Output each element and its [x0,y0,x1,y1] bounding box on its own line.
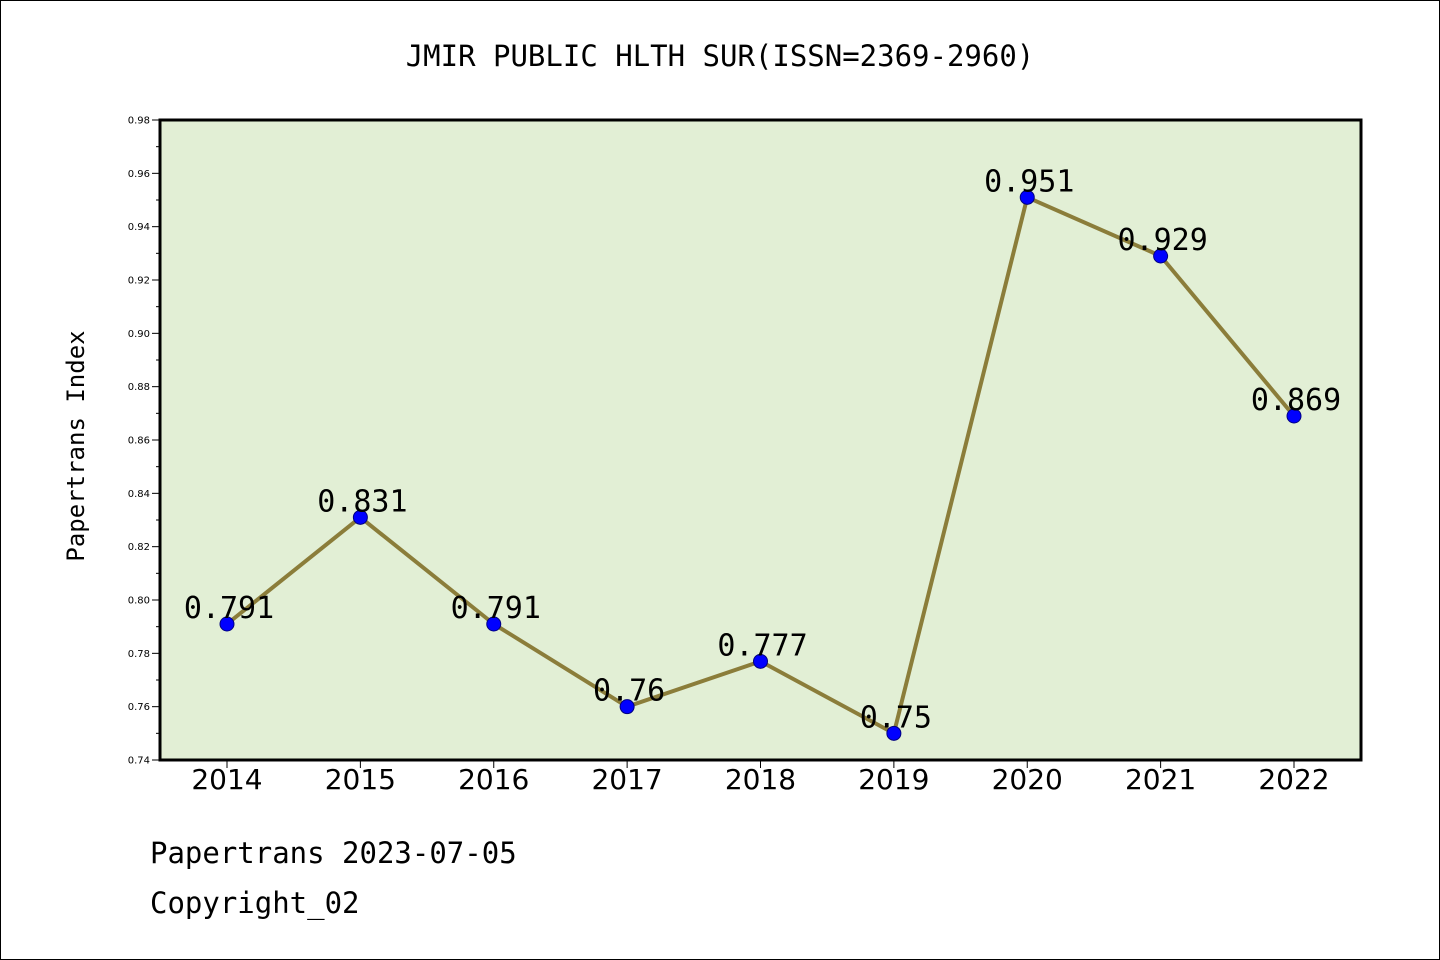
y-tick-label: 0.98 [128,116,150,127]
y-tick-label: 0.90 [128,329,150,340]
x-tick-label: 2021 [1125,763,1196,796]
footer-date: Papertrans 2023-07-05 [150,836,517,870]
x-tick-label: 2016 [458,763,529,796]
data-label: 0.791 [184,591,274,626]
data-markers [219,189,1302,741]
y-axis-ticks: 0.74 0.76 0.78 0.80 0.82 0.84 0.86 0.88 0.90 0.92… [128,116,160,767]
data-point [1153,248,1169,264]
y-tick-label: 0.82 [128,542,150,553]
data-label: 0.76 [593,674,665,709]
y-tick-label: 0.96 [128,169,150,180]
y-tick-label: 0.84 [128,489,150,500]
data-point [1019,189,1035,205]
x-tick-label: 2017 [591,763,662,796]
x-axis-ticks: 2014 2015 2016 2017 2018 2019 2020 2021 2022 [191,760,1330,796]
footer-copyright: Copyright_02 [150,886,360,920]
data-point [619,699,635,715]
x-tick-label: 2020 [992,763,1063,796]
x-tick-label: 2015 [325,763,396,796]
data-label: 0.791 [451,591,541,626]
data-label: 0.831 [317,484,407,519]
data-point [753,653,768,669]
y-tick-label: 0.80 [128,596,150,607]
data-label: 0.951 [984,164,1074,199]
x-tick-label: 2014 [191,763,262,796]
data-label: 0.869 [1251,383,1341,418]
y-tick-label: 0.94 [128,222,150,233]
data-point [886,725,902,741]
data-point [352,509,368,525]
y-tick-label: 0.86 [128,436,150,447]
data-point [1286,408,1302,424]
y-tick-label: 0.88 [128,382,150,393]
data-label: 0.75 [860,700,932,735]
y-tick-label: 0.74 [128,756,150,767]
data-point [486,616,502,632]
y-tick-label: 0.76 [128,702,150,713]
data-label: 0.777 [717,628,807,663]
y-tick-label: 0.78 [128,649,150,660]
chart-title: JMIR PUBLIC HLTH SUR(ISSN=2369-2960) [406,39,1035,73]
x-tick-label: 2018 [725,763,796,796]
x-tick-label: 2022 [1258,763,1329,796]
plot-area [158,118,1363,762]
y-tick-label: 0.92 [128,276,150,287]
data-label: 0.929 [1117,223,1207,258]
x-tick-label: 2019 [858,763,929,796]
y-axis-label: Papertrans Index [62,330,90,561]
data-labels: 0.791 0.831 0.791 0.76 0.777 0.75 0.951 0.929 0.… [184,164,1341,735]
data-point [219,616,235,632]
